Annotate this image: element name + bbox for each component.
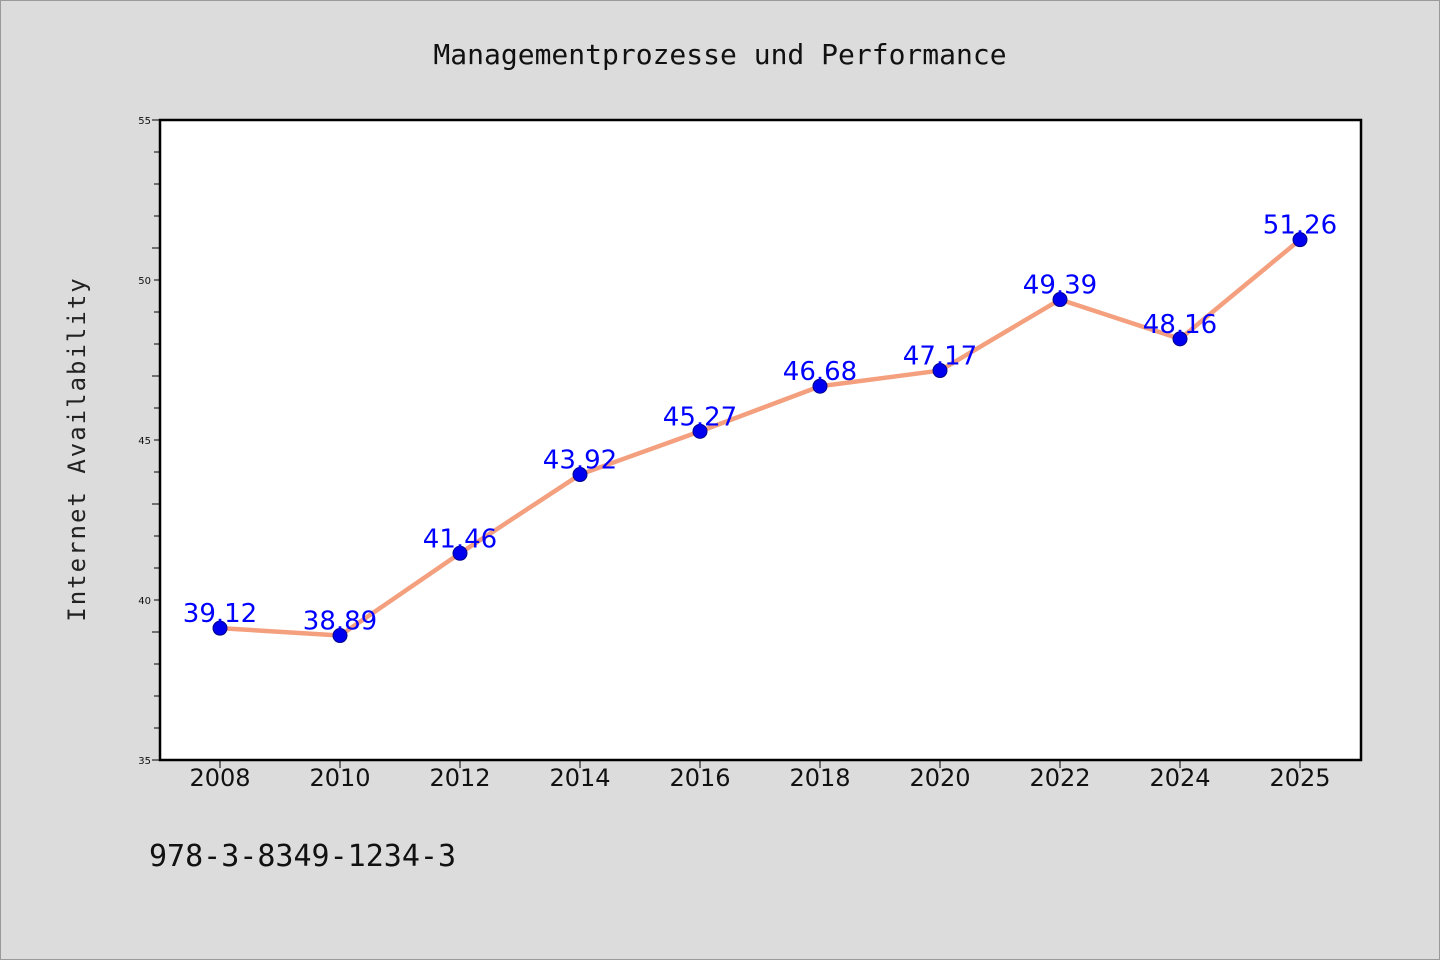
y-tick-label: 50 — [138, 276, 151, 287]
x-tick-label: 2014 — [549, 764, 610, 792]
plot-area — [160, 120, 1361, 760]
chart-title: Managementprozesse und Performance — [433, 38, 1006, 71]
y-tick-label: 35 — [138, 756, 151, 767]
y-tick-label: 55 — [138, 116, 151, 127]
x-tick-label: 2020 — [909, 764, 970, 792]
data-point-marker — [332, 628, 348, 644]
data-label: 51.26 — [1263, 211, 1337, 241]
data-label: 47.17 — [903, 342, 977, 372]
data-label: 39.12 — [183, 599, 257, 629]
data-label: 45.27 — [663, 402, 737, 432]
data-point-marker — [1052, 292, 1068, 308]
y-tick-label: 40 — [138, 596, 151, 607]
data-label: 48.16 — [1143, 310, 1217, 340]
x-tick-label: 2016 — [669, 764, 730, 792]
data-label: 49.39 — [1023, 271, 1097, 301]
x-tick-label: 2010 — [309, 764, 370, 792]
data-point-marker — [572, 467, 588, 483]
x-tick-label: 2022 — [1029, 764, 1090, 792]
isbn-text: 978-3-8349-1234-3 — [149, 839, 456, 874]
data-point-marker — [1172, 331, 1188, 347]
data-label: 43.92 — [543, 446, 617, 476]
data-label: 41.46 — [423, 524, 497, 554]
data-point-marker — [812, 378, 828, 394]
data-point-marker — [932, 363, 948, 379]
data-label: 46.68 — [783, 357, 857, 387]
data-point-marker — [452, 545, 468, 561]
x-tick-label: 2024 — [1149, 764, 1210, 792]
x-tick-label: 2025 — [1269, 764, 1330, 792]
data-point-marker — [692, 423, 708, 439]
data-label: 38.89 — [303, 607, 377, 637]
x-tick-label: 2012 — [429, 764, 490, 792]
y-tick-label: 45 — [138, 436, 151, 447]
data-point-marker — [1292, 232, 1308, 248]
chart-marks: 35 40 45 50 55 2008 2010 2012 2014 2016 2018 2020 20… — [138, 116, 1337, 792]
x-tick-label: 2008 — [189, 764, 250, 792]
x-tick-label: 2018 — [789, 764, 850, 792]
y-axis-label: Internet Availability — [63, 276, 91, 621]
data-point-marker — [212, 620, 228, 636]
plot-frame — [158, 118, 1363, 762]
series-line — [217, 237, 1303, 638]
